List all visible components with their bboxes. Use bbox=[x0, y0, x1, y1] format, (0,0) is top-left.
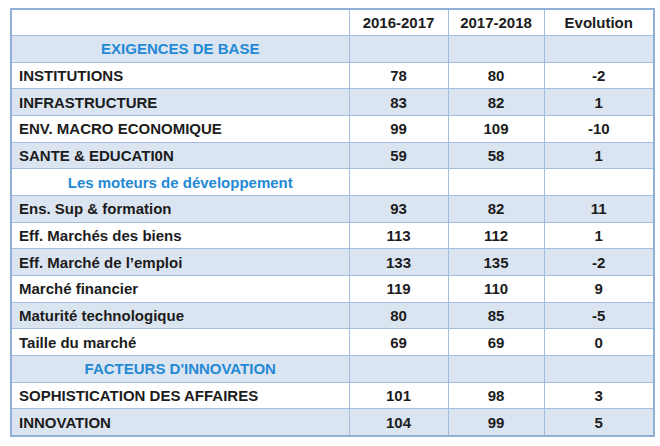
table-row: INFRASTRUCTURE83821 bbox=[11, 89, 654, 116]
table-row: SANTE & EDUCATI0N59581 bbox=[11, 142, 654, 169]
value-cell: 82 bbox=[448, 195, 544, 222]
section-label: Les moteurs de développement bbox=[11, 169, 349, 196]
section-row: EXIGENCES DE BASE bbox=[11, 36, 654, 63]
row-label: INFRASTRUCTURE bbox=[11, 89, 349, 116]
value-cell: 135 bbox=[448, 249, 544, 276]
value-cell: 80 bbox=[448, 62, 544, 89]
row-label: Taille du marché bbox=[11, 329, 349, 356]
row-label: Ens. Sup & formation bbox=[11, 195, 349, 222]
value-cell: 112 bbox=[448, 222, 544, 249]
value-cell: 85 bbox=[448, 302, 544, 329]
section-label: EXIGENCES DE BASE bbox=[11, 36, 349, 63]
table-row: Ens. Sup & formation938211 bbox=[11, 195, 654, 222]
value-cell: 1 bbox=[544, 222, 654, 249]
row-label: INNOVATION bbox=[11, 409, 349, 436]
value-cell bbox=[448, 355, 544, 382]
value-cell: 3 bbox=[544, 382, 654, 409]
value-cell: 78 bbox=[349, 62, 448, 89]
row-label: Marché financier bbox=[11, 275, 349, 302]
value-cell bbox=[349, 355, 448, 382]
value-cell: 0 bbox=[544, 329, 654, 356]
value-cell: -5 bbox=[544, 302, 654, 329]
table-row: Eff. Marchés des biens1131121 bbox=[11, 222, 654, 249]
value-cell: 109 bbox=[448, 115, 544, 142]
value-cell: -2 bbox=[544, 249, 654, 276]
header-row: 2016-2017 2017-2018 Evolution bbox=[11, 9, 654, 36]
value-cell: 110 bbox=[448, 275, 544, 302]
value-cell: 83 bbox=[349, 89, 448, 116]
row-label: Eff. Marché de l’emploi bbox=[11, 249, 349, 276]
value-cell: 93 bbox=[349, 195, 448, 222]
table-row: INSTITUTIONS7880-2 bbox=[11, 62, 654, 89]
value-cell: -2 bbox=[544, 62, 654, 89]
value-cell: 104 bbox=[349, 409, 448, 436]
header-cell-2016-2017: 2016-2017 bbox=[349, 9, 448, 36]
value-cell: 99 bbox=[448, 409, 544, 436]
table-header: 2016-2017 2017-2018 Evolution bbox=[11, 9, 654, 36]
value-cell: 59 bbox=[349, 142, 448, 169]
value-cell bbox=[544, 36, 654, 63]
value-cell: 1 bbox=[544, 142, 654, 169]
table-row: Marché financier1191109 bbox=[11, 275, 654, 302]
section-label: FACTEURS D'INNOVATION bbox=[11, 355, 349, 382]
value-cell: 80 bbox=[349, 302, 448, 329]
header-cell-2017-2018: 2017-2018 bbox=[448, 9, 544, 36]
table-row: Eff. Marché de l’emploi133135-2 bbox=[11, 249, 654, 276]
header-cell-evolution: Evolution bbox=[544, 9, 654, 36]
value-cell: 5 bbox=[544, 409, 654, 436]
table-row: SOPHISTICATION DES AFFAIRES101983 bbox=[11, 382, 654, 409]
value-cell: 113 bbox=[349, 222, 448, 249]
value-cell: 82 bbox=[448, 89, 544, 116]
value-cell: 133 bbox=[349, 249, 448, 276]
section-row: FACTEURS D'INNOVATION bbox=[11, 355, 654, 382]
row-label: Eff. Marchés des biens bbox=[11, 222, 349, 249]
value-cell bbox=[448, 36, 544, 63]
table-row: INNOVATION104995 bbox=[11, 409, 654, 436]
value-cell bbox=[349, 36, 448, 63]
table-row: ENV. MACRO ECONOMIQUE99109-10 bbox=[11, 115, 654, 142]
value-cell: 98 bbox=[448, 382, 544, 409]
value-cell: 101 bbox=[349, 382, 448, 409]
row-label: ENV. MACRO ECONOMIQUE bbox=[11, 115, 349, 142]
row-label: SOPHISTICATION DES AFFAIRES bbox=[11, 382, 349, 409]
row-label: INSTITUTIONS bbox=[11, 62, 349, 89]
value-cell: 99 bbox=[349, 115, 448, 142]
table-row: Maturité technologique8085-5 bbox=[11, 302, 654, 329]
table-body: EXIGENCES DE BASEINSTITUTIONS7880-2INFRA… bbox=[11, 36, 654, 437]
value-cell: 69 bbox=[349, 329, 448, 356]
value-cell: -10 bbox=[544, 115, 654, 142]
value-cell bbox=[349, 169, 448, 196]
row-label: SANTE & EDUCATI0N bbox=[11, 142, 349, 169]
section-row: Les moteurs de développement bbox=[11, 169, 654, 196]
comparison-table: 2016-2017 2017-2018 Evolution EXIGENCES … bbox=[10, 8, 655, 437]
value-cell bbox=[544, 169, 654, 196]
row-label: Maturité technologique bbox=[11, 302, 349, 329]
value-cell bbox=[448, 169, 544, 196]
comparison-table-container: 2016-2017 2017-2018 Evolution EXIGENCES … bbox=[10, 8, 655, 437]
value-cell: 9 bbox=[544, 275, 654, 302]
value-cell: 11 bbox=[544, 195, 654, 222]
value-cell: 1 bbox=[544, 89, 654, 116]
value-cell: 58 bbox=[448, 142, 544, 169]
value-cell: 69 bbox=[448, 329, 544, 356]
value-cell bbox=[544, 355, 654, 382]
table-row: Taille du marché69690 bbox=[11, 329, 654, 356]
value-cell: 119 bbox=[349, 275, 448, 302]
header-cell-empty bbox=[11, 9, 349, 36]
